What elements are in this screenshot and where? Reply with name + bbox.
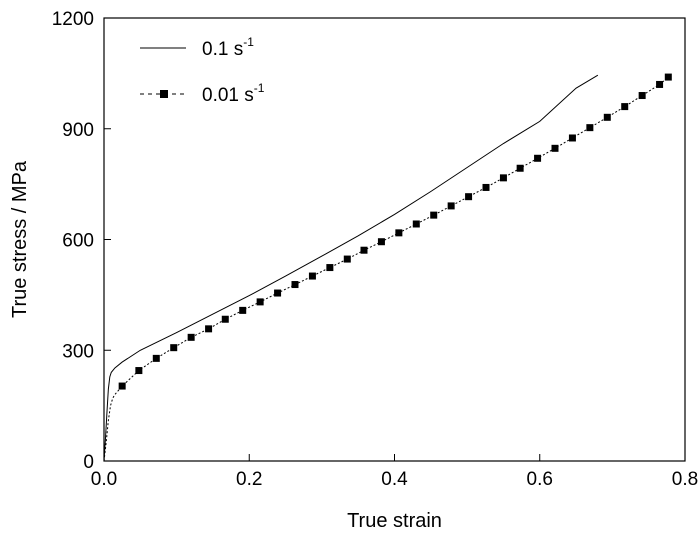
data-point-marker — [638, 92, 646, 100]
legend: 0.1 s-1 0.01 s-1 — [140, 35, 265, 106]
data-point-marker — [499, 174, 507, 182]
data-point-marker — [603, 113, 611, 121]
data-point-marker — [664, 73, 672, 81]
data-point-marker — [360, 246, 368, 254]
x-tick-label: 0.6 — [527, 469, 553, 490]
y-tick-label: 1200 — [52, 9, 94, 30]
data-point-marker — [586, 124, 594, 132]
data-point-marker — [187, 333, 195, 341]
data-point-marker — [465, 193, 473, 201]
data-point-marker — [430, 211, 438, 219]
y-tick-label: 900 — [62, 120, 94, 141]
data-point-marker — [118, 382, 126, 390]
data-point-marker — [482, 183, 490, 191]
data-point-marker — [152, 354, 160, 362]
data-point-marker — [551, 144, 559, 152]
data-point-marker — [308, 272, 316, 280]
y-tick-label: 0 — [83, 452, 94, 473]
x-axis-ticks: 0.0 0.2 0.4 0.6 0.8 — [91, 454, 698, 490]
data-point-marker — [447, 202, 455, 210]
data-point-marker — [395, 229, 403, 237]
series-line-0.01 — [103, 76, 669, 462]
legend-label-0.1: 0.1 s-1 — [202, 35, 254, 60]
x-tick-label: 0.0 — [91, 469, 117, 490]
x-tick-label: 0.2 — [236, 469, 262, 490]
data-point-marker — [274, 289, 282, 297]
data-point-marker — [534, 154, 542, 162]
data-point-marker — [326, 264, 334, 272]
data-point-marker — [205, 325, 213, 333]
data-point-marker — [170, 344, 178, 352]
data-point-marker — [256, 298, 264, 306]
legend-label-0.01: 0.01 s-1 — [202, 81, 265, 106]
data-point-marker — [221, 315, 229, 323]
legend-marker-square — [160, 90, 168, 98]
data-point-marker — [412, 220, 420, 228]
y-tick-label: 600 — [62, 231, 94, 252]
series-line-0.1 — [103, 74, 599, 462]
y-axis-ticks: 0 300 600 900 1200 — [52, 9, 111, 473]
data-point-marker — [621, 103, 629, 111]
plot-frame — [103, 17, 686, 462]
data-point-marker — [239, 306, 247, 314]
data-point-marker — [135, 367, 143, 375]
x-tick-label: 0.4 — [381, 469, 408, 490]
y-axis-title: True stress / MPa — [9, 160, 31, 318]
data-point-marker — [377, 238, 385, 246]
data-point-marker — [656, 80, 664, 88]
data-point-marker — [343, 255, 351, 263]
x-axis-title: True strain — [347, 510, 442, 532]
data-series — [103, 73, 672, 462]
data-point-marker — [291, 281, 299, 289]
y-tick-label: 300 — [62, 341, 94, 362]
data-point-marker — [568, 134, 576, 142]
data-point-marker — [516, 164, 524, 172]
x-tick-label: 0.8 — [672, 469, 698, 490]
